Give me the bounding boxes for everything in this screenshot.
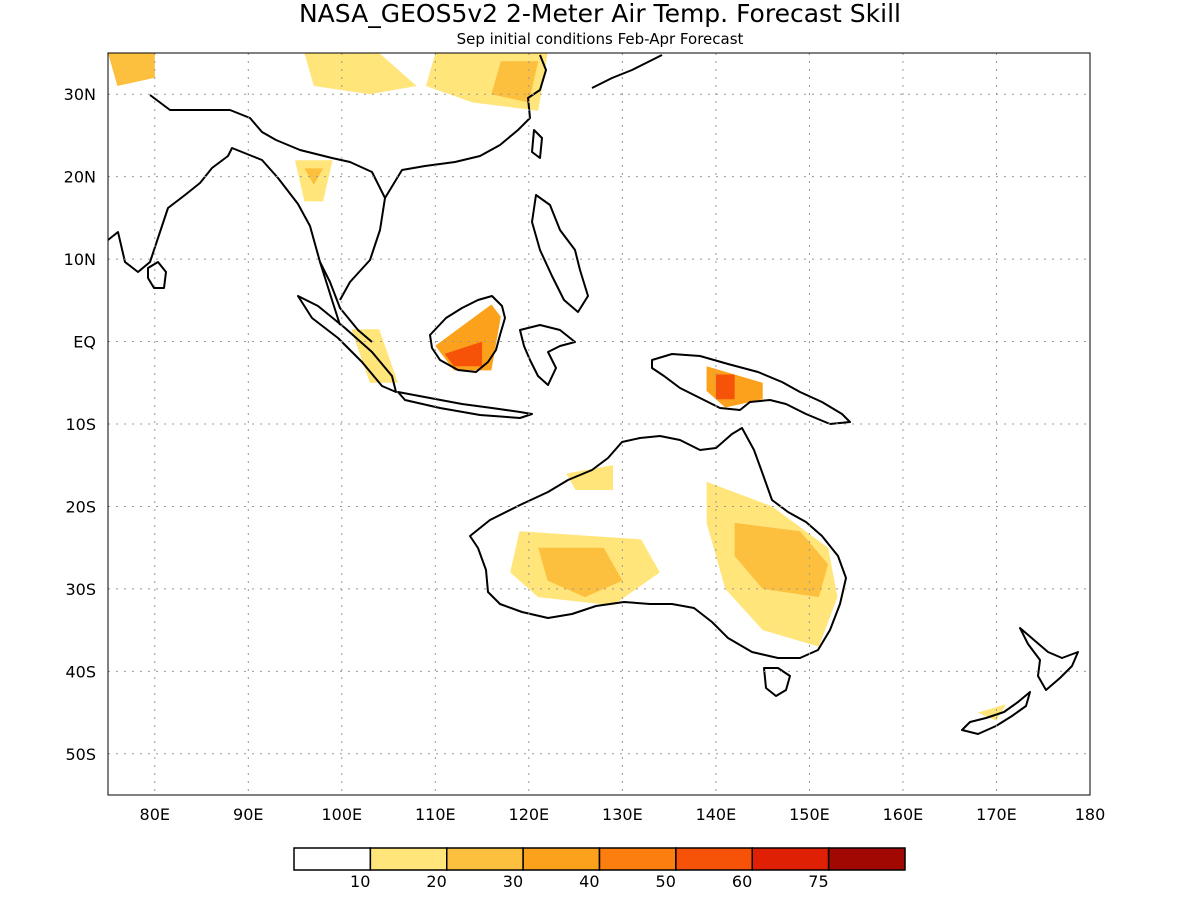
coast-philippines: [531, 194, 589, 313]
colorbar-swatch-2: [446, 847, 524, 871]
colorbar-label-7: 75: [808, 872, 828, 891]
chart-title: NASA_GEOS5v2 2-Meter Air Temp. Forecast …: [299, 0, 901, 28]
skill-shading-layer: [108, 53, 1006, 721]
coast-new-zealand-north: [1019, 627, 1079, 691]
skill-region-australia-north-yellow: [566, 465, 613, 490]
skill-region-australia-west-orange: [538, 547, 623, 598]
lat-tick-label-8: 50S: [65, 745, 96, 764]
colorbar-swatch-5: [675, 847, 753, 871]
coast-java: [397, 391, 533, 419]
lon-tick-label-8: 160E: [883, 805, 924, 824]
latitude-tick-labels: 30N 20N 10N EQ 10S 20S 30S 40S 50S: [64, 85, 96, 764]
coast-new-guinea: [651, 353, 851, 425]
coast-south-asia: [108, 147, 341, 326]
colorbar-swatch-7: [827, 847, 906, 871]
skill-region-myanmar-orange: [304, 168, 324, 185]
lon-tick-label-9: 170E: [976, 805, 1017, 824]
chart-subtitle: Sep initial conditions Feb-Apr Forecast: [457, 30, 744, 48]
skill-region-north-india-orange: [108, 53, 155, 86]
colorbar-label-4: 40: [579, 872, 599, 891]
lat-tick-label-5: 20S: [65, 497, 96, 516]
lat-tick-label-6: 30S: [65, 580, 96, 599]
lat-tick-label-3: EQ: [73, 333, 96, 352]
colorbar-label-6: 60: [732, 872, 752, 891]
coast-himalaya: [149, 94, 277, 141]
colorbar-label-2: 20: [426, 872, 446, 891]
coast-new-zealand-south: [961, 691, 1031, 735]
lon-tick-label-7: 150E: [789, 805, 830, 824]
colorbar-swatch-1: [369, 847, 448, 871]
coastline-layer: [108, 54, 1079, 735]
colorbar: 10 20 30 40 50 60 75: [293, 847, 906, 891]
skill-region-new-zealand-yellow: [977, 704, 1006, 721]
coast-taiwan: [531, 129, 543, 159]
colorbar-swatch-0: [293, 847, 372, 871]
lon-tick-label-4: 120E: [509, 805, 550, 824]
map-border: [107, 52, 1091, 796]
skill-region-east-china-orange: [491, 61, 539, 103]
lat-tick-label-4: 10S: [65, 415, 96, 434]
lon-tick-label-3: 110E: [415, 805, 456, 824]
lon-tick-label-10: 180: [1075, 805, 1106, 824]
colorbar-label-1: 10: [350, 872, 370, 891]
lon-tick-label-2: 100E: [321, 805, 362, 824]
colorbar-label-5: 50: [656, 872, 676, 891]
coast-china: [384, 54, 547, 199]
coast-borneo: [429, 295, 506, 373]
map-background: [108, 53, 1090, 795]
skill-region-australia-east-orange: [734, 522, 829, 598]
coast-australia: [469, 427, 847, 659]
coast-sri-lanka: [147, 261, 167, 289]
longitude-tick-labels: 80E 90E 100E 110E 120E 130E 140E 150E 160E 170E 18…: [140, 805, 1106, 824]
lon-tick-label-6: 140E: [696, 805, 737, 824]
coast-indochina: [275, 139, 386, 301]
coast-tasmania: [763, 667, 791, 697]
colorbar-swatch-3: [522, 847, 601, 871]
skill-region-borneo-red: [444, 341, 483, 367]
map-frame: [107, 52, 1091, 796]
coast-japan: [591, 54, 663, 89]
lat-tick-label-7: 40S: [65, 662, 96, 681]
coast-sumatra: [297, 295, 397, 393]
lon-tick-label-1: 90E: [233, 805, 263, 824]
skill-region-new-guinea-red: [715, 374, 735, 400]
lon-tick-label-0: 80E: [140, 805, 170, 824]
colorbar-swatch-4: [598, 847, 677, 871]
lat-tick-label-2: 10N: [64, 250, 96, 269]
lat-tick-label-1: 20N: [64, 168, 96, 187]
lat-tick-label-0: 30N: [64, 85, 96, 104]
skill-region-tibet-yellow: [304, 53, 417, 95]
colorbar-swatch-6: [751, 847, 830, 871]
colorbar-label-3: 30: [503, 872, 523, 891]
lon-tick-label-5: 130E: [602, 805, 643, 824]
coast-malay-peninsula: [319, 261, 373, 343]
